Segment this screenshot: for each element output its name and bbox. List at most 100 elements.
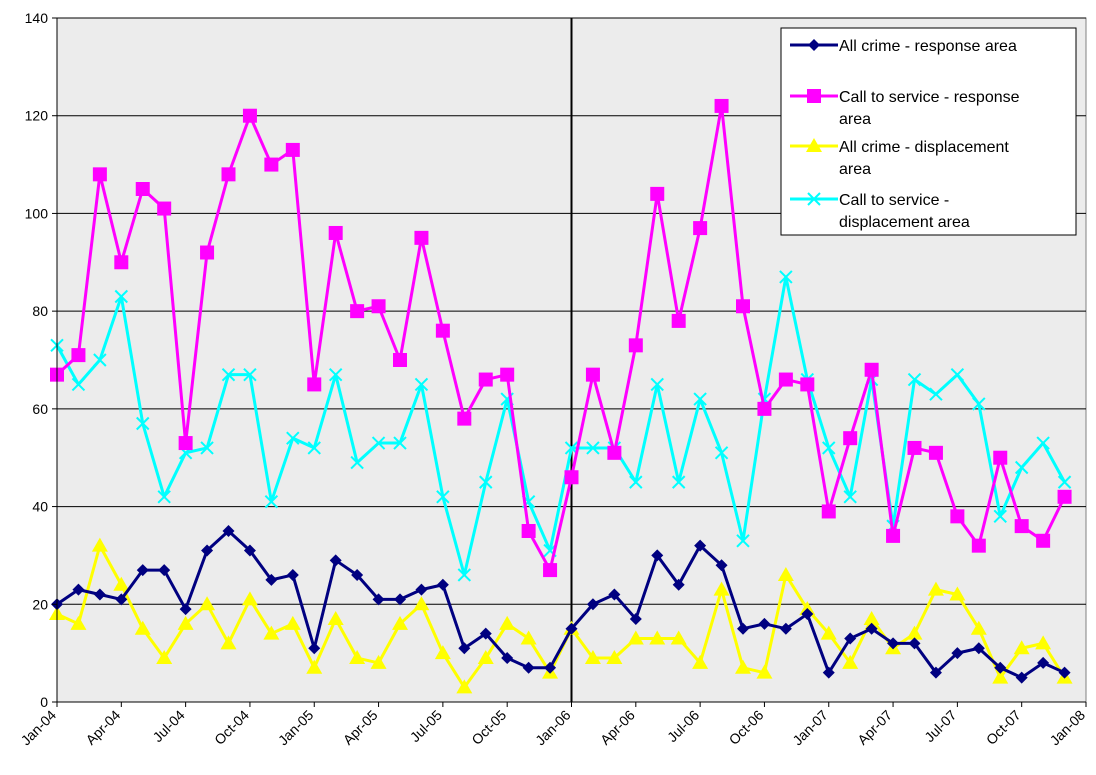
x-tick-label: Jan-05 [275,707,317,749]
data-point [1013,640,1030,655]
y-tick-label: 0 [40,694,48,710]
y-tick-label: 120 [25,108,49,124]
y-tick-label: 100 [25,205,49,221]
data-point [650,186,665,201]
data-point [307,441,321,455]
data-point [628,338,643,353]
y-tick-label: 140 [25,10,49,26]
data-point [586,598,599,611]
data-point [713,581,730,596]
data-point [350,455,364,470]
data-point [413,596,430,611]
data-point [779,622,792,635]
data-point [177,615,194,630]
data-point [158,564,171,577]
data-point [200,245,215,260]
data-point [692,654,709,669]
data-point [807,89,821,103]
data-point [242,108,257,123]
data-point [1057,475,1072,489]
series-line [55,104,1066,572]
data-point [200,441,214,455]
data-point [994,661,1007,674]
y-tick-label: 80 [32,303,48,319]
data-point [822,666,835,679]
data-point [434,645,451,660]
data-point [1014,519,1029,534]
data-point [801,608,814,621]
data-point [1036,436,1050,450]
data-point [93,588,106,601]
data-point [329,554,342,567]
x-tick-label: Apr-07 [854,707,895,748]
data-point [842,654,859,669]
series-call-to-service-response-area [50,98,1072,578]
data-point [414,230,429,245]
data-point [950,509,965,524]
data-point [843,431,858,446]
data-point [585,367,600,382]
legend-entry: Call to service - displacement area [790,192,970,231]
data-point [286,431,300,445]
series-group [49,98,1073,694]
data-point [179,603,192,616]
data-point [586,441,600,455]
data-point [199,596,216,611]
data-point [629,612,642,625]
data-point [694,539,707,552]
data-point [672,578,685,591]
data-point [564,470,579,485]
data-point [629,475,643,489]
data-point [971,538,986,553]
data-point [821,504,836,519]
x-tick-label: Jul-04 [149,707,187,745]
data-point [114,289,129,304]
data-point [370,654,387,669]
data-point [907,440,922,455]
data-point [715,559,728,572]
data-point [800,377,815,392]
data-point [115,593,128,606]
x-tick-labels: Jan-04 Apr-04 Jul-04 Oct-04 Jan-05 Apr-05 Jul-… [18,707,1089,749]
data-point [351,568,364,581]
data-point [865,622,878,635]
x-tick-label: Jan-08 [1047,707,1089,749]
data-point [222,525,235,537]
data-point [72,583,85,596]
legend-entry: Call to service - response area [790,89,1020,128]
data-point [372,593,385,606]
x-tick-label: Apr-04 [82,707,123,748]
data-point [928,445,943,460]
data-point [651,549,664,562]
data-point [820,625,837,640]
data-point [114,255,129,270]
data-point [808,39,820,51]
series-all-crime-response-area [51,525,1071,684]
y-tick-label: 20 [32,596,48,612]
data-point [520,630,537,645]
data-point [178,436,193,451]
data-point [544,661,557,674]
data-point [758,617,771,630]
data-point [477,650,494,665]
data-point [565,622,578,635]
data-point [435,323,450,338]
data-point [479,627,492,640]
data-point [478,372,493,387]
data-point [328,225,343,240]
data-point [650,377,664,392]
legend-label: Call to service - [839,192,949,209]
legend-entry: All crime - displacement area [790,138,1009,178]
data-point [714,98,729,113]
data-point [91,537,108,552]
data-point [737,622,749,635]
data-point [949,586,966,601]
data-point [436,578,449,591]
legend-label: displacement area [839,214,970,231]
data-point [886,528,901,543]
data-point [134,620,151,635]
data-point [243,367,257,382]
data-point [136,564,149,577]
data-point [627,630,644,645]
data-point [822,441,836,455]
